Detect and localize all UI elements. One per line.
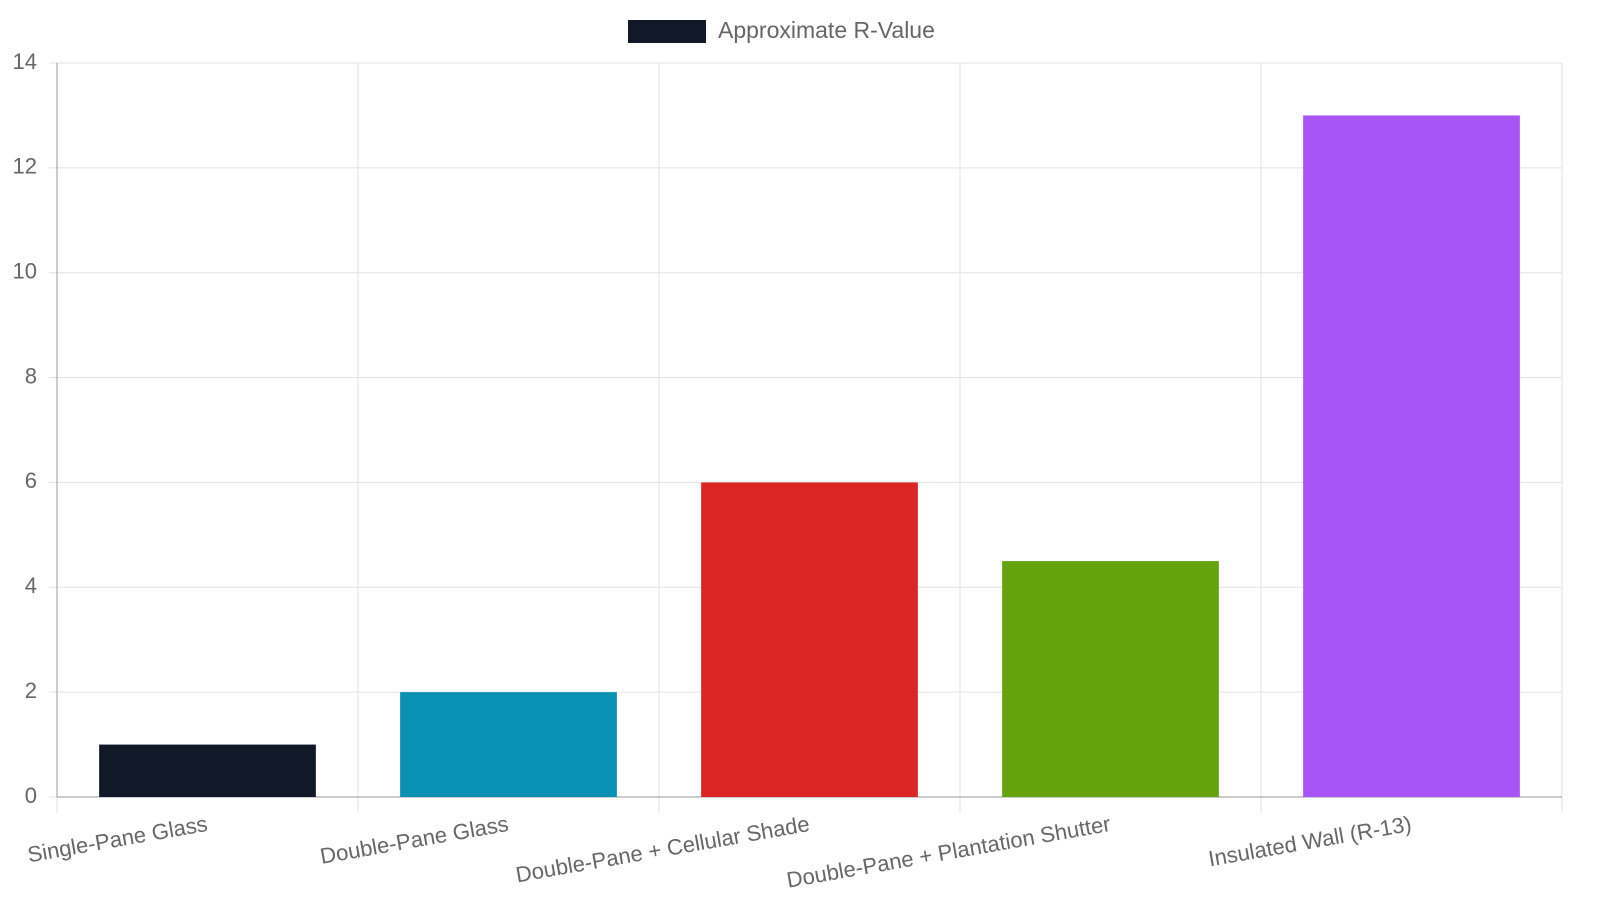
legend-swatch: [628, 20, 706, 43]
bar: [1002, 561, 1219, 797]
y-tick-label: 14: [13, 49, 37, 74]
y-tick-label: 4: [25, 573, 37, 598]
bar: [1303, 115, 1520, 797]
y-tick-label: 0: [25, 783, 37, 808]
bar: [701, 482, 918, 797]
y-tick-label: 2: [25, 678, 37, 703]
x-tick-label: Single-Pane Glass: [26, 811, 210, 867]
y-tick-label: 12: [13, 154, 37, 179]
x-tick-label: Insulated Wall (R-13): [1206, 811, 1413, 871]
x-tick-label: Double-Pane + Plantation Shutter: [785, 811, 1113, 893]
legend-label: Approximate R-Value: [718, 17, 935, 43]
x-tick-label: Double-Pane + Cellular Shade: [514, 811, 812, 887]
bar: [400, 692, 617, 797]
x-tick-label: Double-Pane Glass: [318, 811, 510, 869]
y-tick-label: 10: [13, 259, 37, 284]
legend: Approximate R-Value: [628, 17, 935, 43]
y-tick-label: 6: [25, 468, 37, 493]
bar: [99, 744, 316, 797]
y-tick-label: 8: [25, 363, 37, 388]
